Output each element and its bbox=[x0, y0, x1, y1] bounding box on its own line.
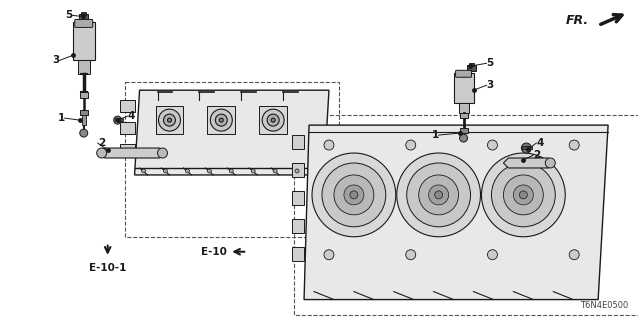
Bar bbox=[120, 122, 134, 134]
Circle shape bbox=[211, 109, 232, 131]
Circle shape bbox=[569, 250, 579, 260]
Text: 1: 1 bbox=[58, 113, 65, 123]
Circle shape bbox=[80, 129, 88, 137]
Circle shape bbox=[163, 169, 168, 173]
Polygon shape bbox=[504, 158, 553, 168]
Circle shape bbox=[419, 175, 459, 215]
Circle shape bbox=[569, 140, 579, 150]
Bar bbox=[80, 92, 88, 98]
Circle shape bbox=[186, 169, 189, 173]
Circle shape bbox=[273, 169, 277, 173]
Bar bbox=[80, 110, 88, 115]
Text: FR.: FR. bbox=[566, 14, 589, 27]
Circle shape bbox=[488, 140, 497, 150]
Bar bbox=[77, 60, 90, 74]
Circle shape bbox=[262, 109, 284, 131]
Circle shape bbox=[114, 116, 122, 124]
Bar bbox=[467, 65, 476, 71]
Circle shape bbox=[344, 185, 364, 205]
Text: 2: 2 bbox=[98, 138, 105, 148]
Bar bbox=[459, 103, 468, 113]
Bar bbox=[120, 144, 134, 156]
Text: 3: 3 bbox=[486, 80, 493, 90]
Bar bbox=[79, 14, 88, 20]
Circle shape bbox=[488, 250, 497, 260]
Text: E-10-1: E-10-1 bbox=[89, 263, 126, 273]
Circle shape bbox=[97, 148, 107, 158]
Circle shape bbox=[252, 169, 255, 173]
Circle shape bbox=[460, 134, 468, 142]
Bar bbox=[460, 113, 468, 118]
Text: 4: 4 bbox=[536, 138, 544, 148]
Text: 3: 3 bbox=[52, 55, 60, 65]
Bar bbox=[156, 106, 184, 134]
Circle shape bbox=[324, 140, 334, 150]
Circle shape bbox=[504, 175, 543, 215]
Bar bbox=[292, 191, 304, 205]
Text: 4: 4 bbox=[127, 111, 135, 121]
Bar bbox=[207, 106, 236, 134]
Text: E-10: E-10 bbox=[202, 247, 227, 257]
Bar bbox=[454, 73, 474, 103]
Bar bbox=[460, 128, 468, 133]
Text: 1: 1 bbox=[431, 130, 438, 140]
Polygon shape bbox=[304, 125, 608, 300]
Circle shape bbox=[163, 114, 175, 126]
Circle shape bbox=[350, 191, 358, 199]
Circle shape bbox=[522, 143, 531, 153]
Bar bbox=[294, 115, 640, 315]
Circle shape bbox=[322, 163, 386, 227]
Polygon shape bbox=[134, 90, 329, 175]
Bar bbox=[292, 219, 304, 233]
Circle shape bbox=[215, 114, 227, 126]
Circle shape bbox=[229, 169, 233, 173]
Circle shape bbox=[545, 158, 556, 168]
Circle shape bbox=[406, 140, 416, 150]
Circle shape bbox=[481, 153, 565, 237]
Bar bbox=[73, 22, 95, 60]
Circle shape bbox=[207, 169, 211, 173]
Circle shape bbox=[407, 163, 470, 227]
Bar bbox=[125, 82, 339, 237]
Text: 5: 5 bbox=[65, 11, 73, 20]
Bar bbox=[468, 63, 474, 66]
Circle shape bbox=[435, 191, 443, 199]
Circle shape bbox=[168, 118, 172, 122]
Polygon shape bbox=[100, 148, 164, 158]
Text: 5: 5 bbox=[486, 58, 493, 68]
Bar bbox=[81, 12, 86, 15]
Circle shape bbox=[141, 169, 145, 173]
Circle shape bbox=[267, 114, 279, 126]
Bar bbox=[82, 115, 86, 125]
Circle shape bbox=[324, 250, 334, 260]
Bar bbox=[292, 163, 304, 177]
Bar bbox=[292, 135, 304, 149]
FancyBboxPatch shape bbox=[75, 20, 93, 28]
Text: 2: 2 bbox=[533, 150, 541, 160]
Circle shape bbox=[492, 163, 556, 227]
Circle shape bbox=[295, 169, 299, 173]
Circle shape bbox=[429, 185, 449, 205]
Circle shape bbox=[520, 191, 527, 199]
Circle shape bbox=[220, 118, 223, 122]
Bar bbox=[120, 100, 134, 112]
Bar bbox=[259, 106, 287, 134]
Circle shape bbox=[271, 118, 275, 122]
Circle shape bbox=[312, 153, 396, 237]
Circle shape bbox=[159, 109, 180, 131]
Circle shape bbox=[157, 148, 168, 158]
Bar bbox=[292, 247, 304, 261]
Bar bbox=[115, 118, 123, 121]
Text: T6N4E0500: T6N4E0500 bbox=[580, 300, 628, 309]
Circle shape bbox=[334, 175, 374, 215]
Circle shape bbox=[397, 153, 481, 237]
Circle shape bbox=[513, 185, 533, 205]
Circle shape bbox=[406, 250, 416, 260]
Bar bbox=[522, 146, 532, 149]
FancyBboxPatch shape bbox=[456, 70, 472, 77]
